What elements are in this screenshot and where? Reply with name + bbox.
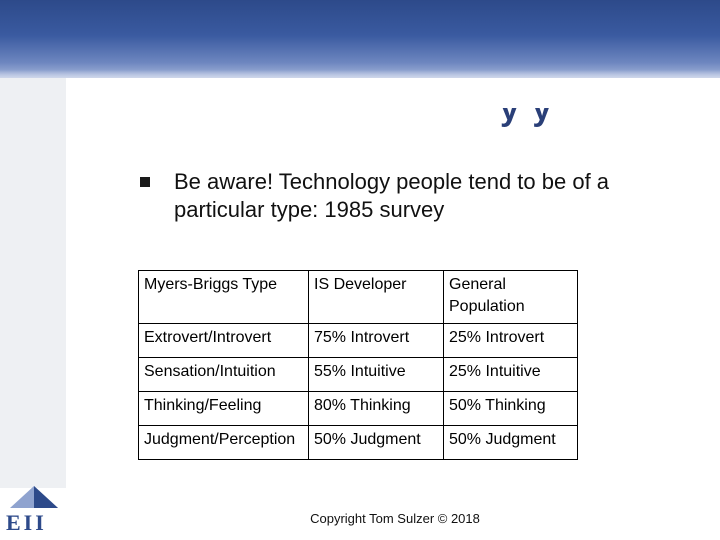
pyramid-logo-icon [10,486,58,508]
table-cell: 80% Thinking [308,391,444,426]
table-cell: Thinking/Feeling [138,391,309,426]
table-cell: 25% Introvert [443,323,578,358]
table-cell: Extrovert/Introvert [138,323,309,358]
table-header-cell: IS Developer [308,270,444,324]
square-bullet-icon [140,177,150,187]
table-cell: 75% Introvert [308,323,444,358]
left-margin-strip [0,78,66,488]
header-band [0,0,720,78]
table-row: Sensation/Intuition 55% Intuitive 25% In… [138,357,578,392]
table-row: Extrovert/Introvert 75% Introvert 25% In… [138,323,578,358]
table-header-cell: General Population [443,270,578,324]
slide-title-fragment: y y [500,108,610,140]
table-header-row: Myers-Briggs Type IS Developer General P… [138,270,578,324]
table-header-cell: Myers-Briggs Type [138,270,309,324]
table-cell: 50% Thinking [443,391,578,426]
table-row: Thinking/Feeling 80% Thinking 50% Thinki… [138,391,578,426]
table-cell: Sensation/Intuition [138,357,309,392]
slide-title-text: y y [500,108,554,128]
logo-text: EII [6,510,47,535]
bullet-text: Be aware! Technology people tend to be o… [174,169,610,222]
table-cell: 55% Intuitive [308,357,444,392]
copyright-footer: Copyright Tom Sulzer © 2018 [310,511,480,526]
table-cell: 25% Intuitive [443,357,578,392]
table-cell: 50% Judgment [443,425,578,460]
table-cell: 50% Judgment [308,425,444,460]
myers-briggs-table: Myers-Briggs Type IS Developer General P… [138,270,578,460]
table-cell: Judgment/Perception [138,425,309,460]
table-row: Judgment/Perception 50% Judgment 50% Jud… [138,425,578,460]
